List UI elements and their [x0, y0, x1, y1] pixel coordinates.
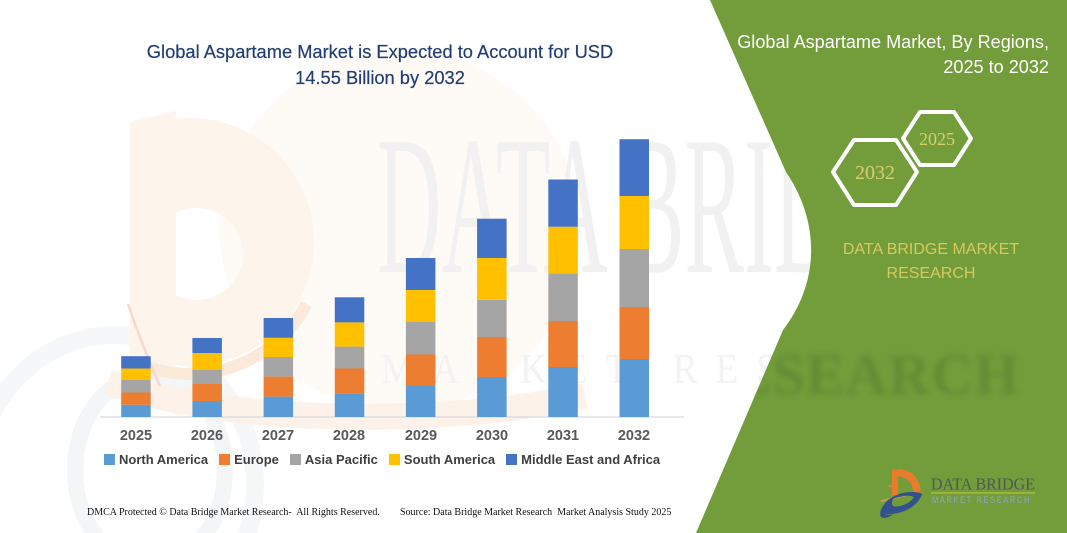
svg-text:MARKET RESEARCH: MARKET RESEARCH — [932, 495, 1031, 505]
svg-text:2032: 2032 — [855, 162, 895, 184]
svg-text:DATA BRIDGE: DATA BRIDGE — [931, 475, 1035, 494]
svg-text:RESEARCH: RESEARCH — [690, 342, 1020, 407]
svg-text:2025: 2025 — [919, 129, 955, 149]
